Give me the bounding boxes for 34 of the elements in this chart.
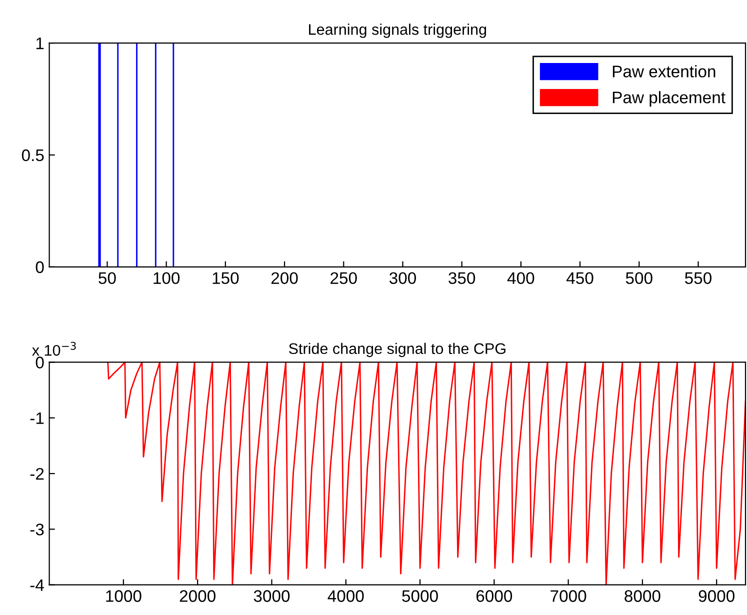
- x-tick-label: 350: [448, 272, 476, 284]
- x-tick-label: 9000: [698, 590, 734, 602]
- x-tick-label: 250: [330, 272, 357, 284]
- chart-title: Learning signals triggering: [309, 24, 486, 38]
- x-tick-label: 8000: [624, 590, 660, 602]
- x-tick-label: 400: [507, 272, 534, 284]
- x-tick-label: 150: [212, 272, 239, 284]
- x-tick-label: 100: [154, 272, 180, 284]
- y-tick-label: 1: [36, 38, 44, 50]
- x-tick-label: 6000: [476, 590, 512, 602]
- x-tick-label: 200: [271, 272, 298, 284]
- x-tick-label: 50: [98, 272, 116, 284]
- x-tick-label: 450: [566, 272, 594, 284]
- y-tick-label: 0: [36, 356, 44, 368]
- x-tick-label: 4000: [328, 590, 364, 602]
- y-tick-label: -3: [30, 524, 44, 536]
- y-tick-label: 0.5: [22, 149, 44, 162]
- text: x 10$^{−3}$: [32, 342, 76, 356]
- x-tick-label: 2000: [180, 590, 216, 602]
- y-tick-label: -2: [30, 468, 44, 480]
- x-tick-label: 5000: [402, 590, 438, 602]
- x-tick-label: 550: [684, 272, 712, 284]
- legend-label: Paw placement: [612, 91, 726, 107]
- x-tick-label: 7000: [550, 590, 586, 602]
- x-tick-label: 300: [389, 272, 416, 284]
- y-tick-label: 0: [36, 261, 44, 274]
- y-tick-label: -4: [30, 579, 44, 591]
- x-tick-label: 1000: [106, 590, 142, 602]
- chart-title: Stride change signal to the CPG: [288, 342, 506, 358]
- y-tick-label: -1: [30, 412, 44, 424]
- x-tick-label: 3000: [254, 590, 290, 602]
- line-series: [107, 362, 746, 585]
- legend-label: Paw extention: [612, 65, 716, 78]
- x-tick-label: 500: [626, 272, 652, 284]
